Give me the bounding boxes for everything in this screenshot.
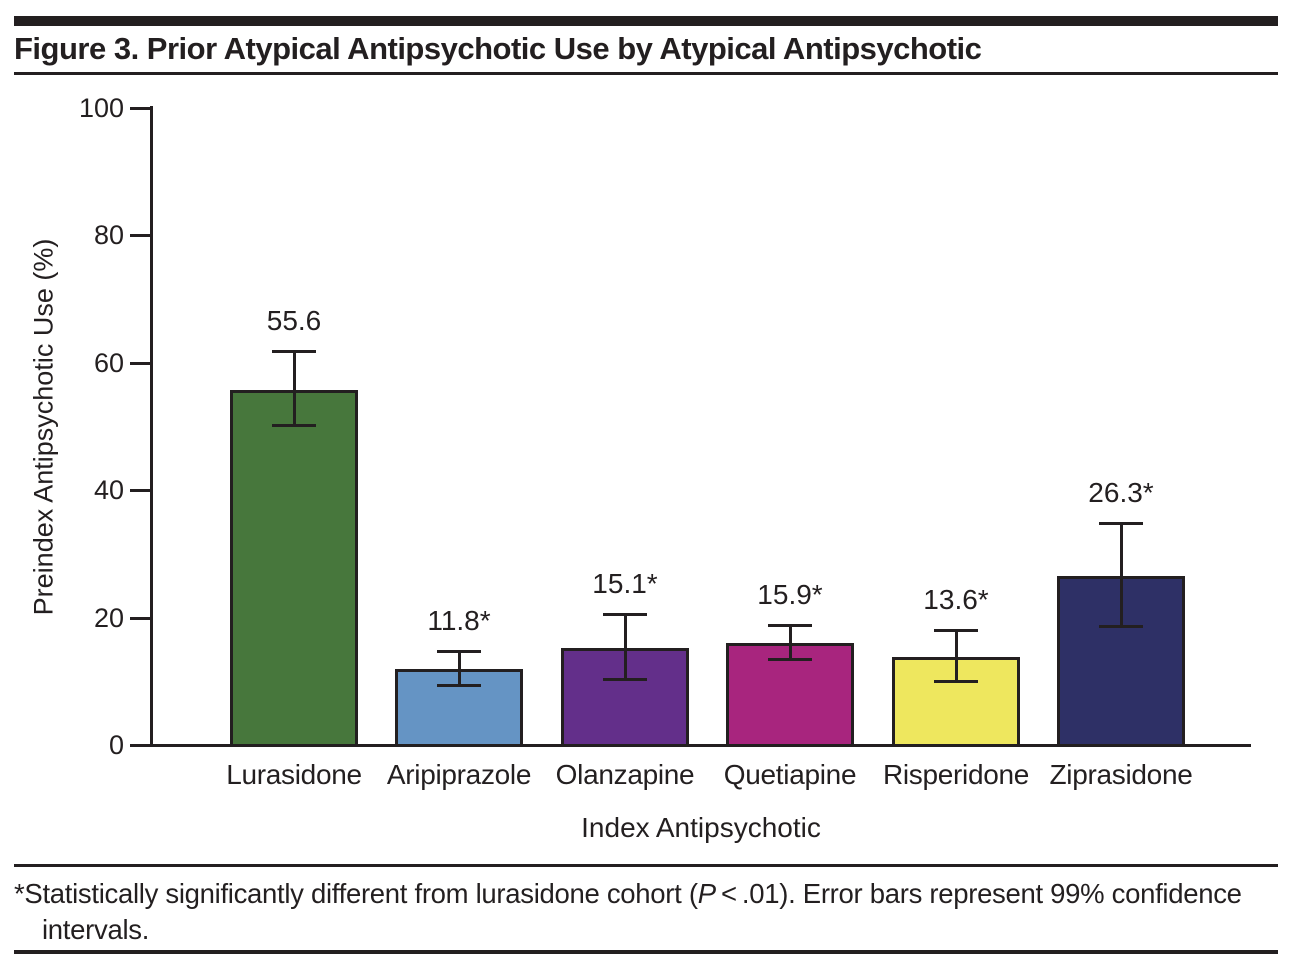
error-bar-cap-top: [437, 650, 481, 654]
error-bar-line: [954, 629, 958, 684]
y-tick-line: [130, 234, 153, 238]
x-category-label: Lurasidone: [226, 759, 362, 790]
figure-title: Figure 3. Prior Atypical Antipsychotic U…: [14, 31, 982, 66]
y-axis-title: Preindex Antipsychotic Use (%): [28, 238, 59, 616]
error-bar-cap-top: [603, 612, 647, 616]
footnote-text-2: < .01). Error bars represent 99% confide…: [42, 878, 1242, 945]
error-bar-line: [292, 349, 296, 427]
footnote-p-italic: P: [697, 878, 716, 909]
error-bar-cap-bottom: [603, 677, 647, 681]
error-bar-cap-bottom: [1099, 625, 1143, 629]
x-axis-title: Index Antipsychotic: [581, 812, 821, 843]
bar-value-label: 15.9*: [757, 578, 823, 610]
error-bar-line: [623, 612, 627, 681]
y-tick-line: [130, 744, 153, 747]
bar-value-label: 15.1*: [592, 567, 658, 599]
error-bar-cap-top: [1099, 522, 1143, 526]
error-bar-cap-bottom: [768, 658, 812, 662]
bar-value-label: 11.8*: [427, 605, 491, 637]
error-bar-cap-bottom: [437, 683, 481, 687]
y-axis-line: [150, 106, 153, 747]
y-tick-line: [130, 489, 153, 493]
x-axis-line: [130, 744, 1251, 747]
footnote: *Statistically significantly different f…: [14, 876, 1290, 948]
error-bar-cap-top: [272, 349, 316, 353]
bottom-divider-bar: [14, 950, 1278, 954]
x-category-label: Ziprasidone: [1049, 759, 1193, 790]
top-divider-bar: [14, 16, 1278, 26]
footnote-top-divider: [14, 864, 1278, 867]
x-category-label: Olanzapine: [555, 759, 695, 790]
y-tick-line: [130, 107, 153, 110]
error-bar-cap-bottom: [272, 423, 316, 427]
x-category-label: Risperidone: [882, 759, 1030, 790]
y-tick-label: 60: [93, 347, 124, 378]
error-bar-cap-bottom: [934, 680, 978, 684]
error-bar-cap-top: [768, 623, 812, 627]
y-tick-label: 100: [78, 93, 124, 123]
bar-value-label: 55.6: [266, 304, 322, 336]
bar-value-label: 26.3*: [1088, 477, 1154, 509]
y-tick-line: [130, 616, 153, 620]
error-bar-cap-top: [934, 629, 978, 633]
y-tick-label: 40: [93, 475, 124, 506]
title-underline: [14, 72, 1278, 75]
x-category-label: Quetiapine: [723, 759, 857, 790]
y-tick-label: 20: [93, 602, 124, 633]
bar-lurasidone: [230, 389, 358, 747]
error-bar-line: [788, 623, 792, 662]
error-bar-line: [457, 650, 461, 687]
error-bar-line: [1119, 522, 1123, 629]
y-tick-line: [130, 361, 153, 365]
y-tick-label: 80: [93, 220, 124, 251]
x-category-label: Aripiprazole: [386, 759, 532, 790]
bar-value-label: 13.6*: [923, 584, 989, 616]
footnote-text-1: *Statistically significantly different f…: [14, 878, 698, 909]
y-tick-label: 0: [108, 730, 124, 760]
